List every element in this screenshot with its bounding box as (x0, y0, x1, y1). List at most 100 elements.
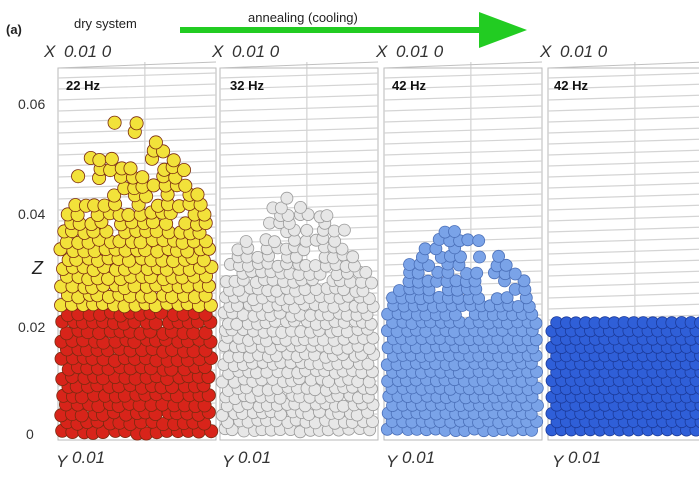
annealing-heading: annealing (cooling) (248, 10, 358, 25)
particle (178, 178, 193, 193)
panel-4-grid-line (547, 149, 699, 156)
particle (392, 284, 406, 297)
particle (346, 250, 360, 264)
panel-4-grid-line (547, 259, 699, 266)
panel-3-grid-line (383, 226, 543, 233)
panel-4-grid-line (547, 171, 699, 178)
panel-2-grid-line (219, 127, 379, 134)
particle (107, 188, 122, 203)
panel-4-grid-line (547, 237, 699, 244)
particle (320, 209, 334, 223)
panel-3-grid-line (383, 182, 543, 189)
particle (473, 250, 486, 264)
panel-1-grid-line (57, 94, 217, 101)
panel-4-grid-line (547, 116, 699, 123)
panel-2-grid-line (219, 171, 379, 178)
panel-3-grid-line (383, 193, 543, 200)
panel-3-grid-line (383, 116, 543, 123)
panel-3-x-axis-letter: X (376, 42, 388, 61)
panel-3-grid-line (383, 149, 543, 156)
panel-4-grid-line (547, 94, 699, 101)
particle (104, 151, 119, 166)
panel-3-frequency: 42 Hz (392, 78, 426, 93)
particle (280, 191, 294, 205)
particle (294, 200, 307, 214)
particle (337, 223, 351, 237)
panel-4-grid-line (547, 193, 699, 200)
panel-3-y-tick: 0.01 (402, 448, 436, 467)
particle (499, 258, 513, 272)
panel-2-grid-line (219, 138, 379, 145)
particle (135, 170, 150, 185)
panel-1-grid-line (57, 105, 217, 112)
particle (239, 235, 253, 248)
panel-4-grid-line (547, 83, 699, 90)
panel-2-grid-line (219, 182, 379, 189)
panel-4-grid-line (547, 105, 699, 112)
particle (448, 225, 461, 238)
particle (59, 326, 74, 341)
particle (274, 201, 288, 215)
panel-3-grid-line (383, 215, 543, 222)
particle (300, 223, 314, 237)
particle (472, 234, 486, 248)
particle (251, 250, 265, 264)
particle (508, 267, 522, 281)
panel-1-grid-line (57, 160, 217, 167)
particle (359, 265, 373, 279)
panel-2-x-axis-letter: X (212, 42, 224, 61)
panel-4-y-axis-letter: Y (552, 452, 564, 471)
panel-3-y-axis-letter: Y (386, 452, 398, 471)
particle (365, 276, 378, 290)
panel-1-frequency: 22 Hz (66, 78, 100, 93)
panel-2-grid-line (219, 83, 379, 90)
particle (492, 249, 506, 263)
panel-1-y-tick: 0.01 (72, 448, 106, 467)
z-tick-0: 0 (26, 426, 34, 442)
panel-3-grid-line (383, 72, 543, 79)
panel-2-grid-line (219, 72, 379, 79)
particle (418, 242, 432, 256)
particle (121, 207, 136, 222)
panel-4-grid-line (547, 127, 699, 134)
panel-3-grid-line (383, 171, 543, 178)
panel-1-grid-line (57, 83, 217, 90)
panel-3-box-top-edge (383, 61, 543, 69)
panel-3-grid-line (383, 83, 543, 90)
panel-4-y-tick: 0.01 (568, 448, 602, 467)
z-tick-0-02: 0.02 (18, 319, 46, 335)
particle (176, 162, 191, 177)
particle (190, 187, 205, 202)
particle (309, 259, 322, 273)
z-axis-label: Z (32, 258, 43, 278)
panel-4-box-top-edge (547, 61, 699, 69)
particle (268, 235, 281, 249)
panel-4-grid-line (547, 138, 699, 145)
panel-2-grid-line (219, 94, 379, 101)
dry-system-heading: dry system (74, 16, 137, 31)
particle (123, 161, 138, 176)
z-tick-0-06: 0.06 (18, 96, 46, 112)
panel-4-grid-line (547, 182, 699, 189)
panel-4-x-axis-letter: X (540, 42, 552, 61)
panel-2-y-axis-letter: Y (222, 452, 234, 471)
panel-4-grid-line (547, 226, 699, 233)
particle (403, 258, 416, 271)
panel-3-x-ticks: 0.01 0 (396, 42, 444, 61)
panel-2-grid-line (219, 160, 379, 167)
particle (166, 153, 181, 168)
particle (517, 274, 531, 288)
panel-4-grid-line (547, 281, 699, 288)
panel-2-x-ticks: 0.01 0 (232, 42, 280, 61)
particle (71, 169, 86, 184)
panel-3-grid-line (383, 160, 543, 167)
panel-4-grid-line (547, 204, 699, 211)
panel-3-grid-line (383, 204, 543, 211)
panel-4-grid-line (547, 215, 699, 222)
panel-label: (a) (6, 22, 22, 37)
panel-4-grid-line (547, 248, 699, 255)
particle (694, 316, 699, 329)
panel-1-grid-line (57, 72, 217, 79)
panel-1-grid-line (57, 149, 217, 156)
particle (92, 153, 107, 168)
